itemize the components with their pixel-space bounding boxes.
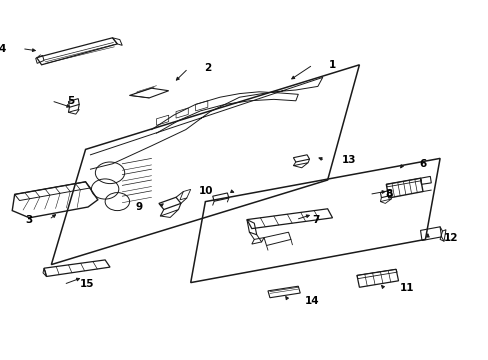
Text: 6: 6 [419, 159, 426, 169]
Text: 7: 7 [311, 215, 319, 225]
Text: 9: 9 [135, 202, 142, 212]
Text: 5: 5 [67, 96, 75, 106]
Text: 15: 15 [80, 279, 94, 289]
Text: 10: 10 [199, 186, 213, 196]
Text: 11: 11 [399, 283, 414, 293]
Text: 4: 4 [0, 44, 6, 54]
Text: 12: 12 [443, 233, 458, 243]
Text: 13: 13 [341, 155, 355, 165]
Text: 8: 8 [385, 189, 392, 199]
Text: 2: 2 [204, 63, 211, 73]
Text: 3: 3 [25, 215, 33, 225]
Text: 1: 1 [328, 60, 336, 70]
Text: 14: 14 [304, 296, 319, 306]
